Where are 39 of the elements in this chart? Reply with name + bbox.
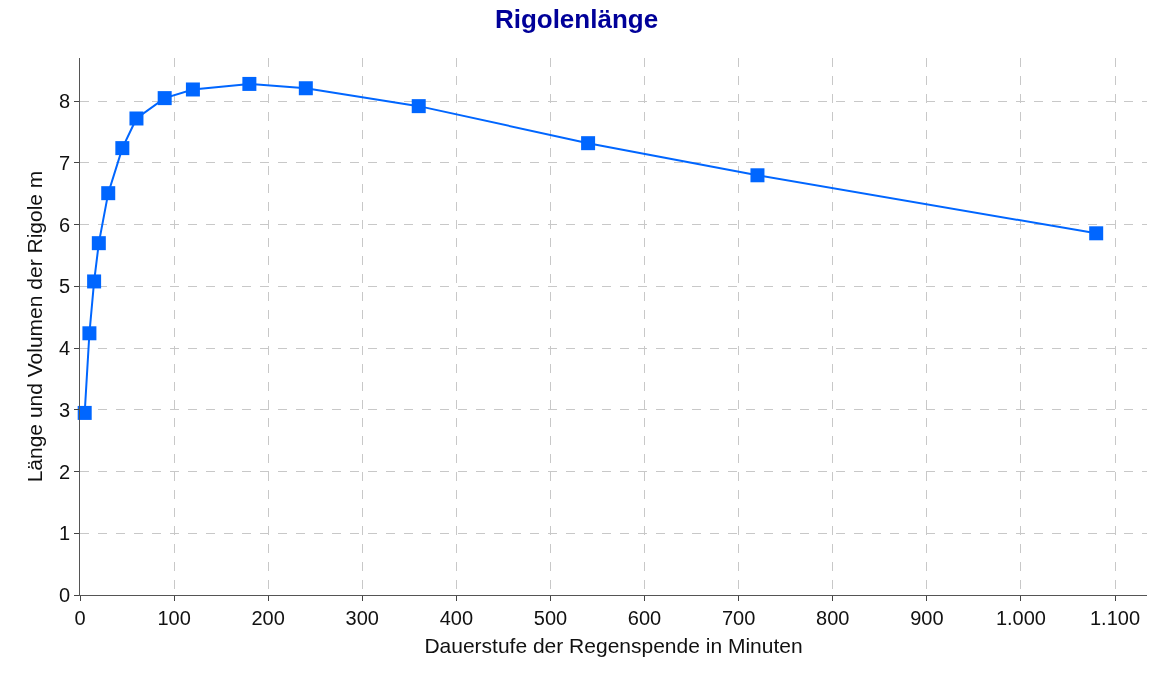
point [750, 168, 765, 183]
point [1089, 226, 1104, 241]
y-tick-label: 1 [58, 522, 70, 545]
y-tick-label: 4 [58, 337, 70, 360]
x-tick-label: 600 [627, 607, 662, 629]
point [91, 236, 106, 251]
point [87, 274, 102, 289]
point [101, 186, 116, 201]
y-tick-label: 3 [58, 398, 70, 421]
y-tick-label: 6 [58, 213, 70, 236]
point [157, 91, 172, 106]
point [185, 82, 200, 97]
point [82, 326, 97, 341]
point [298, 81, 313, 96]
x-tick-label: 200 [251, 607, 285, 629]
x-tick-label: 800 [816, 607, 850, 629]
y-tick-label: 7 [58, 151, 70, 174]
y-tick-label: 8 [58, 90, 70, 113]
x-tick-label: 1.000 [995, 607, 1046, 629]
x-axis-title: Dauerstufe der Regenspende in Minuten [424, 634, 803, 658]
x-tick-label: 300 [345, 607, 379, 629]
y-tick-label: 2 [58, 460, 70, 483]
x-tick-label: 900 [910, 607, 944, 629]
point [129, 111, 144, 126]
x-tick-label: 500 [533, 607, 568, 629]
point [411, 99, 426, 114]
point [115, 141, 130, 156]
chart-title: Rigolenlänge [494, 4, 659, 35]
x-tick-label: 700 [721, 607, 756, 629]
x-tick-label: 1.100 [1089, 607, 1141, 629]
x-tick-label: 0 [74, 607, 86, 629]
y-axis-title: Länge und Volumen der Rigole m [23, 170, 47, 483]
x-tick-label: 100 [157, 607, 191, 629]
y-tick-label: 5 [58, 275, 70, 298]
x-tick-label: 400 [439, 607, 474, 629]
point [581, 136, 596, 151]
point [242, 76, 257, 91]
y-tick-label: 0 [58, 584, 70, 606]
point [77, 405, 92, 420]
